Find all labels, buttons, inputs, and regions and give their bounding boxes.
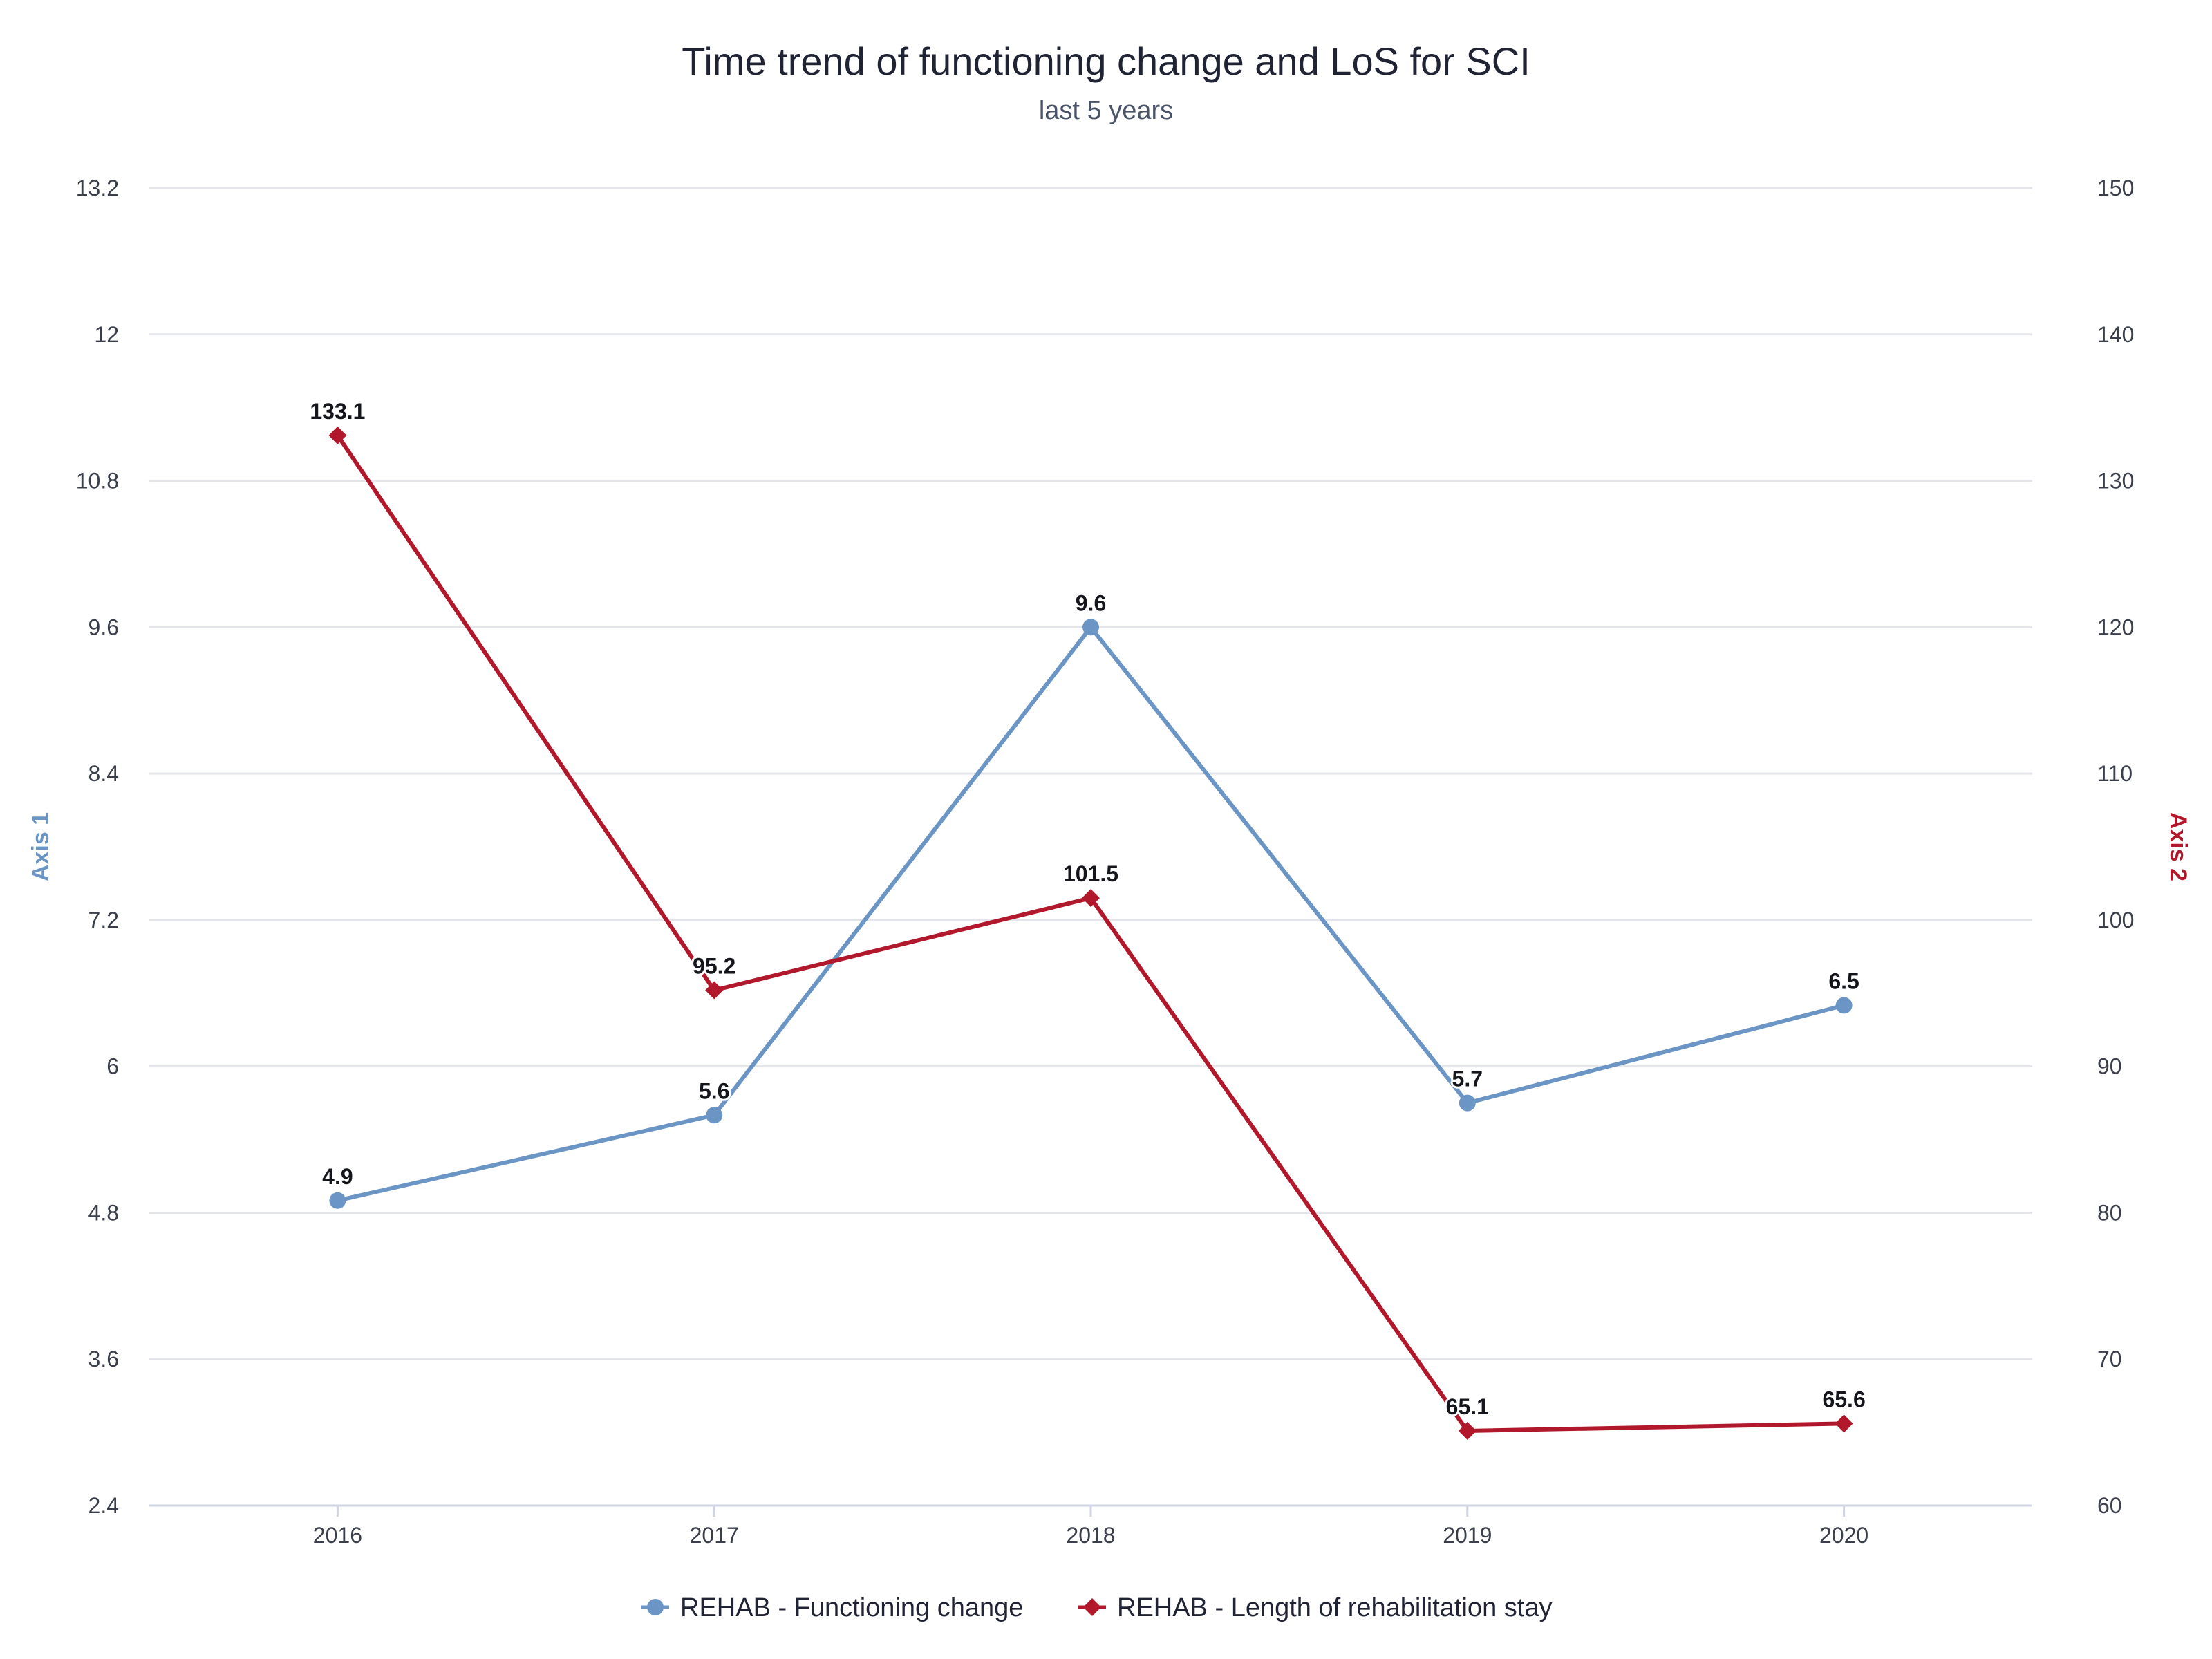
series-2-data-label: 95.2: [693, 954, 735, 979]
series-2-point[interactable]: [705, 981, 724, 1000]
series-1-data-label: 6.5: [1828, 968, 1859, 993]
y-axis-2-tick-label: 90: [2097, 1054, 2122, 1079]
series-2-point[interactable]: [1082, 889, 1100, 908]
y-axis-1-tick-label: 2.4: [88, 1493, 119, 1518]
x-axis-tick-label: 2016: [313, 1523, 362, 1548]
y-axis-2-tick-label: 150: [2097, 176, 2134, 200]
series-2-point[interactable]: [1835, 1414, 1853, 1433]
x-axis-tick-label: 2019: [1443, 1523, 1492, 1548]
y-axis-1-tick-label: 12: [94, 322, 119, 347]
x-axis-tick-label: 2020: [1819, 1523, 1868, 1548]
y-axis-2-tick-label: 130: [2097, 469, 2134, 494]
series-1-point[interactable]: [1835, 997, 1853, 1014]
x-axis-tick-label: 2018: [1066, 1523, 1115, 1548]
y-axis-2-title: Axis 2: [2165, 812, 2191, 881]
y-axis-1-tick-label: 6: [106, 1054, 119, 1079]
series: [328, 426, 1853, 1440]
y-axis-1-tick-label: 10.8: [76, 469, 119, 494]
y-axis-2-tick-label: 80: [2097, 1200, 2122, 1225]
series-2-data-label: 133.1: [310, 399, 365, 424]
series-1-data-label: 4.9: [322, 1164, 353, 1189]
y-axis-2-tick-label: 60: [2097, 1493, 2122, 1518]
y-axis-1-title: Axis 1: [28, 812, 54, 881]
y-axis-1-tick-label: 7.2: [88, 908, 119, 932]
gridlines: [149, 187, 2032, 1507]
series-1-data-label: 5.7: [1452, 1067, 1483, 1091]
series-1-data-label: 5.6: [699, 1078, 729, 1103]
legend-label-series-2: REHAB - Length of rehabilitation stay: [1117, 1593, 1552, 1622]
legend-marker-diamond: [1083, 1598, 1101, 1616]
y-axis-1-tick-label: 9.6: [88, 615, 119, 639]
series-1-point[interactable]: [1459, 1094, 1476, 1112]
series-1-line: [335, 625, 1846, 1203]
series-2-data-label: 65.6: [1822, 1387, 1865, 1412]
legend: REHAB - Functioning change REHAB - Lengt…: [641, 1593, 1552, 1622]
series-1-point[interactable]: [329, 1192, 346, 1209]
legend-item-functioning-change[interactable]: REHAB - Functioning change: [641, 1593, 1023, 1622]
y-axis-2-tick-label: 110: [2097, 761, 2133, 786]
series-1-point[interactable]: [1082, 619, 1099, 636]
legend-label-series-1: REHAB - Functioning change: [680, 1593, 1023, 1622]
y-axis-2-tick-label: 70: [2097, 1347, 2122, 1371]
series-2-line: [335, 433, 1846, 1433]
x-axis-tick-label: 2017: [690, 1523, 739, 1548]
y-axis-2-tick-label: 120: [2097, 615, 2134, 639]
series-1-data-label: 9.6: [1076, 590, 1106, 615]
y-axis-2-tick-label: 100: [2097, 908, 2134, 932]
series-2-point[interactable]: [1458, 1421, 1477, 1440]
y-axis-2-tick-label: 140: [2097, 322, 2134, 347]
axes: 2.4 3.6 4.8 6 7.2 8.4 9.6 10.8 12 13.2 60 70 80 90 100…: [76, 176, 2135, 1548]
legend-marker-circle: [647, 1599, 664, 1615]
y-axis-1-tick-label: 3.6: [88, 1347, 119, 1371]
legend-item-length-of-stay[interactable]: REHAB - Length of rehabilitation stay: [1078, 1593, 1552, 1622]
data-labels: 4.9 5.6 9.6 5.7 6.5 133.1 95.2 101.5 65.1 65.6: [308, 397, 1867, 1421]
series-2-data-label: 101.5: [1063, 861, 1118, 886]
y-axis-1-tick-label: 4.8: [88, 1200, 119, 1225]
y-axis-1-tick-label: 8.4: [88, 761, 119, 786]
chart-subtitle: last 5 years: [1039, 96, 1173, 125]
series-2-data-label: 65.1: [1446, 1394, 1489, 1419]
chart-title: Time trend of functioning change and LoS…: [682, 39, 1530, 83]
y-axis-1-tick-label: 13.2: [76, 176, 119, 200]
series-1-point[interactable]: [706, 1107, 723, 1124]
series-2-point[interactable]: [328, 426, 347, 444]
